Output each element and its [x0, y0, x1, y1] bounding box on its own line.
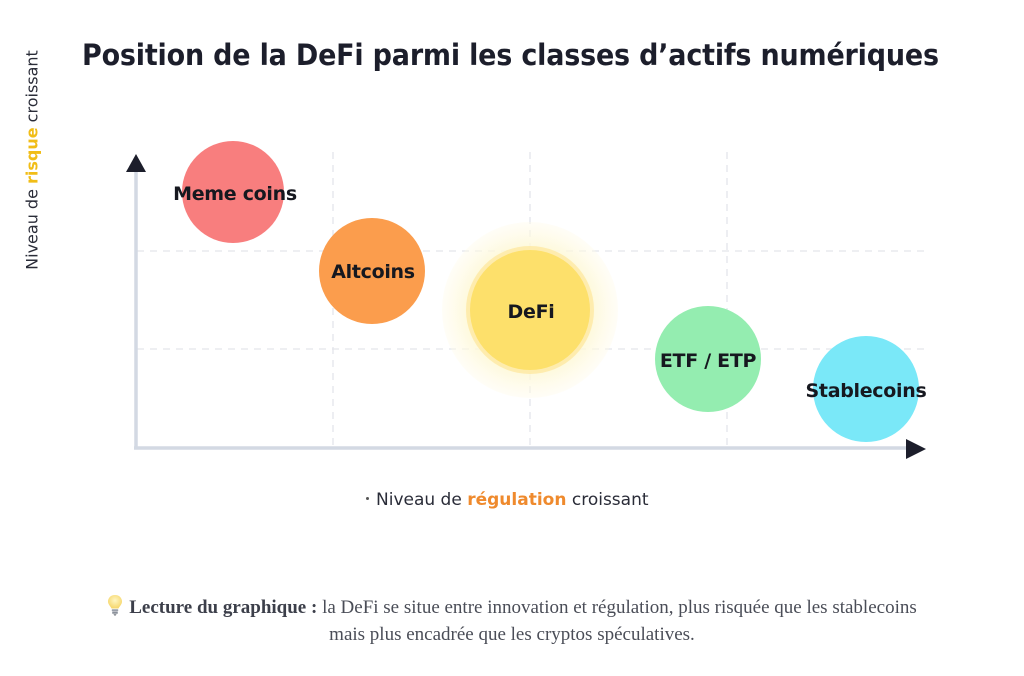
x-axis-label: Niveau de régulation croissant	[366, 490, 649, 510]
bubble-label-etf-etp: ETF / ETP	[659, 350, 757, 372]
bubble-label-meme-coins: Meme coins	[173, 183, 297, 205]
bubble-etf-etp	[655, 306, 761, 412]
chart-title: Position de la DeFi parmi les classes d’…	[82, 38, 939, 72]
lightbulb-icon	[108, 595, 123, 616]
bubble-meme-coins	[182, 141, 284, 243]
bullet-dot-icon	[366, 496, 369, 500]
x-axis-label-highlight: régulation	[467, 490, 567, 510]
chart-reading-note: Lecture du graphique : la DeFi se situe …	[0, 594, 1024, 648]
bubble-label-altcoins: Altcoins	[331, 261, 415, 283]
bubble-altcoins	[319, 218, 425, 324]
bubble-label-defi: DeFi	[507, 301, 555, 323]
x-axis-label-prefix: Niveau de	[376, 490, 468, 510]
note-bold-label: Lecture du graphique :	[129, 597, 318, 618]
x-axis-arrow-icon	[906, 439, 926, 459]
bubble-chart	[126, 141, 926, 459]
note-text-line-1: la DeFi se situe entre innovation et rég…	[317, 597, 917, 618]
x-axis-label-suffix: croissant	[566, 490, 649, 510]
y-axis-arrow-icon	[126, 154, 146, 172]
note-text-line-2: mais plus encadrée que les cryptos spécu…	[329, 624, 695, 645]
bubble-defi	[470, 250, 590, 370]
bubble-label-stablecoins: Stablecoins	[805, 380, 927, 402]
bubble-stablecoins	[813, 336, 919, 442]
note-line-1: Lecture du graphique : la DeFi se situe …	[0, 594, 1024, 621]
